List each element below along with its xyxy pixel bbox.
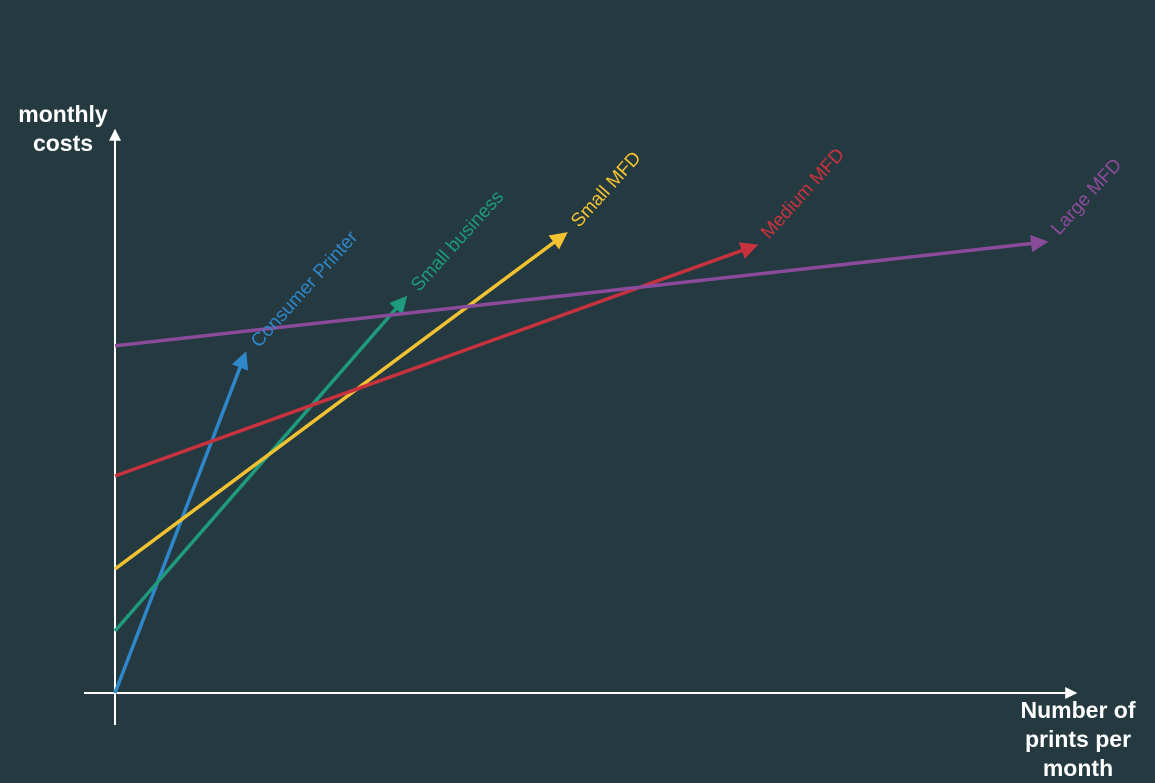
series-lines (113, 232, 1049, 694)
series-label-consumer-printer: Consumer Printer (247, 227, 363, 352)
x-axis-title: Number of prints per month (1020, 697, 1136, 781)
series-line-medium-mfd (114, 242, 759, 478)
series-label-large-mfd: Large MFD (1047, 155, 1126, 240)
series-label-small-mfd: Small MFD (567, 148, 645, 232)
series-line-consumer-printer (113, 351, 249, 694)
series-label-medium-mfd: Medium MFD (757, 144, 849, 243)
series-line-small-business (113, 295, 408, 633)
y-axis-title: monthly costs (18, 101, 108, 156)
series-line-small-mfd (113, 232, 568, 571)
series-line-large-mfd (114, 234, 1049, 348)
series-label-small-business: Small business (407, 187, 508, 296)
